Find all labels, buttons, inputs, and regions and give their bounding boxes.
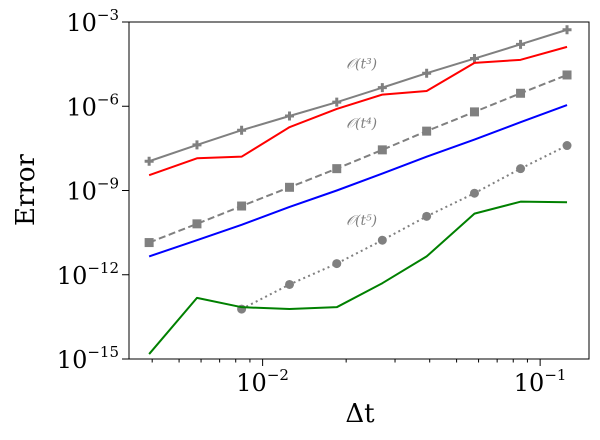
- data-point-square: [562, 70, 572, 80]
- order-annotation: 𝒪(t⁵): [346, 213, 377, 229]
- axis-ticks: 10−2 10−1 10−3 10−6 10−9 10−12 10−15: [57, 6, 590, 397]
- series-line: [148, 74, 568, 244]
- data-point-plus: [332, 97, 342, 107]
- series-line: [241, 144, 568, 310]
- data-point-plus: [237, 125, 247, 135]
- data-point-circle: [422, 211, 432, 221]
- x-tick-label: 10−1: [514, 366, 567, 397]
- data-point-square: [469, 107, 479, 117]
- y-tick-label: 10−15: [57, 343, 119, 374]
- series-6: [148, 200, 568, 355]
- y-tick-label: 10−9: [66, 175, 119, 206]
- data-point-plus: [144, 156, 154, 166]
- data-point-square: [144, 238, 154, 248]
- data-point-square: [332, 164, 342, 174]
- y-tick-label: 10−6: [66, 90, 119, 121]
- data-point-square: [516, 88, 526, 98]
- data-point-plus: [285, 111, 295, 121]
- x-axis-label: Δt: [345, 399, 375, 429]
- y-axis-label: Error: [11, 153, 41, 225]
- order-annotation: 𝒪(t⁴): [346, 116, 377, 132]
- data-point-square: [192, 219, 202, 229]
- series-line: [148, 104, 568, 258]
- series-4: [148, 104, 568, 258]
- data-point-circle: [469, 188, 479, 198]
- y-tick-label: 10−3: [66, 6, 119, 37]
- series-line: [148, 200, 568, 355]
- data-point-plus: [516, 39, 526, 49]
- series-2: [148, 45, 568, 177]
- order-annotations: 𝒪(t³) 𝒪(t⁴) 𝒪(t⁵): [346, 57, 377, 229]
- order-annotation: 𝒪(t³): [346, 57, 377, 73]
- data-point-square: [377, 145, 387, 155]
- data-point-circle: [562, 141, 572, 151]
- series-line: [148, 28, 568, 163]
- data-point-square: [422, 126, 432, 136]
- series-5: [237, 141, 572, 314]
- data-point-square: [285, 182, 295, 192]
- y-tick-label: 10−12: [57, 259, 119, 290]
- data-point-plus: [469, 54, 479, 64]
- x-tick-label: 10−2: [236, 366, 289, 397]
- data-point-plus: [562, 25, 572, 35]
- data-point-plus: [377, 83, 387, 93]
- data-point-plus: [422, 68, 432, 78]
- data-point-circle: [285, 279, 295, 289]
- data-point-plus: [192, 140, 202, 150]
- series-3: [144, 70, 572, 248]
- data-point-circle: [516, 164, 526, 174]
- data-point-square: [237, 201, 247, 211]
- series-1: [144, 25, 572, 166]
- data-point-circle: [332, 259, 342, 269]
- plot-area: [144, 25, 572, 355]
- series-line: [148, 45, 568, 177]
- data-point-circle: [377, 235, 387, 245]
